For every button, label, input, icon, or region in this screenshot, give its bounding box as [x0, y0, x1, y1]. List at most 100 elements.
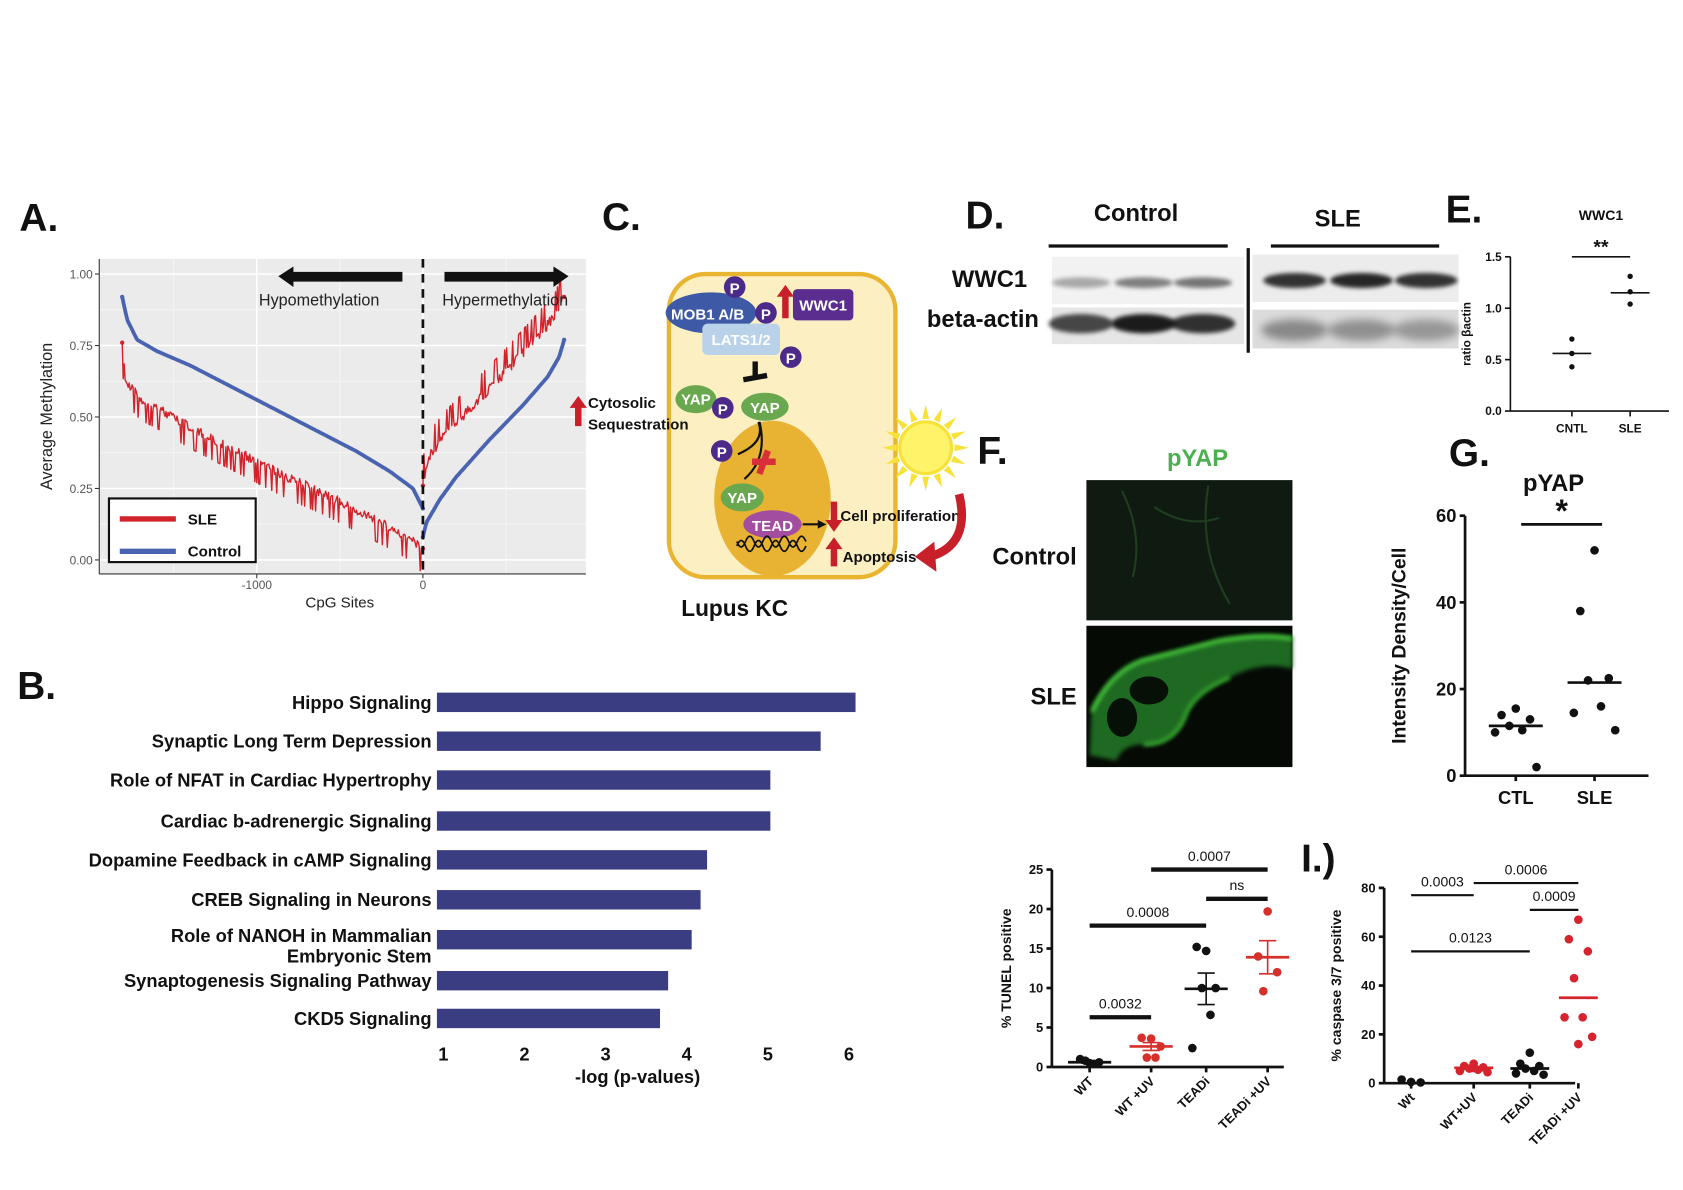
- panel-d-western-blot: Control SLE WWC1 beta-actin: [927, 201, 1460, 353]
- y-tick-label: 10: [1029, 981, 1043, 996]
- band-beta-actin: [1328, 319, 1395, 341]
- significance-label: 0.0003: [1421, 874, 1464, 890]
- band-beta-actin: [1170, 313, 1236, 334]
- up-arrow-icon: [825, 537, 843, 567]
- y-axis-label: ratio βactin: [1459, 302, 1473, 366]
- cytosolic-label: Cytosolic: [588, 395, 656, 412]
- phospho-mob1-right: P: [755, 302, 777, 324]
- data-point: [1146, 1034, 1156, 1043]
- band-wwc1: [1173, 277, 1233, 289]
- sun-ray: [909, 473, 918, 488]
- wwc1-label: WWC1: [799, 298, 847, 315]
- arrowhead: [817, 520, 827, 529]
- data-point: [1578, 1012, 1587, 1022]
- x-tick-label: 0: [420, 578, 427, 592]
- series-line-control: [120, 296, 425, 509]
- data-point: [1272, 967, 1282, 977]
- category-label: Synaptogenesis Signaling Pathway: [124, 970, 432, 991]
- lats-box: [702, 323, 781, 355]
- data-point: [1263, 907, 1272, 916]
- data-point: [1627, 301, 1633, 307]
- annotation-hypermethylation: Hypermethylation: [442, 291, 568, 309]
- group-label-sle: SLE: [1315, 207, 1361, 233]
- x-tick-label: WT +UV: [1112, 1073, 1158, 1119]
- bar: [436, 731, 821, 751]
- y-tick-label: 20: [1436, 678, 1456, 699]
- data-point: [1483, 1067, 1492, 1077]
- sun-ray: [943, 465, 957, 479]
- panel-h-tunel-chart: 0 5 10 15 20 25 % TUNEL positive WT WT +UV TEADi T…: [998, 848, 1290, 1132]
- series-line-control: [421, 340, 566, 538]
- data-point: [1569, 336, 1575, 342]
- data-point: [1511, 1069, 1521, 1078]
- y-tick-label: 25: [1029, 862, 1043, 877]
- y-axis-label: % TUNEL positive: [998, 908, 1014, 1028]
- data-point: [1188, 1043, 1197, 1053]
- y-tick-label: 40: [1361, 978, 1375, 993]
- panel-label-e: E.: [1446, 188, 1483, 231]
- data-point: [1583, 947, 1593, 956]
- legend-label-sle: SLE: [188, 511, 217, 528]
- control-fluorescence-image: [1086, 480, 1293, 621]
- x-axis-label: -log (p-values): [575, 1066, 700, 1087]
- y-tick-label: 0.50: [70, 410, 93, 424]
- sun-ray: [895, 465, 908, 479]
- x-tick-label: SLE: [1577, 787, 1613, 808]
- x-tick-label: CTL: [1498, 787, 1534, 808]
- sun-ray: [951, 455, 966, 465]
- significance-label: 0.0008: [1126, 904, 1169, 920]
- data-point: [1406, 1077, 1416, 1087]
- stain-title: pYAP: [1167, 446, 1228, 472]
- chart-title: pYAP: [1523, 471, 1584, 497]
- wwc1-box: [792, 289, 854, 321]
- sun-ray: [951, 431, 966, 440]
- bar: [436, 970, 669, 991]
- yap-cytosolic: [675, 385, 717, 414]
- bar: [436, 1008, 661, 1029]
- y-tick-label: 0.0: [1485, 404, 1502, 418]
- sun-ray: [954, 444, 969, 452]
- translocation-arrow: [743, 421, 763, 480]
- x-tick-label: TEADi: [1498, 1090, 1536, 1128]
- panel-label-d: D.: [966, 195, 1005, 238]
- data-point: [1539, 1070, 1548, 1079]
- control-tissue-texture: [1121, 485, 1231, 605]
- x-tick-label: 4: [682, 1044, 693, 1065]
- dna-icon: [736, 535, 807, 553]
- panel-label-i: I.): [1301, 838, 1336, 881]
- data-point: [1596, 702, 1606, 711]
- y-tick-label: 0: [1368, 1076, 1375, 1091]
- significance-label: 0.0032: [1099, 996, 1142, 1012]
- sun-disc: [898, 420, 954, 476]
- down-arrow-icon: [825, 501, 843, 532]
- curved-arrow-icon: [928, 493, 967, 561]
- data-point: [1569, 708, 1579, 718]
- series-group: [120, 277, 567, 572]
- row-label-control: Control: [992, 544, 1076, 570]
- series-end-point: [561, 294, 567, 300]
- sun-ray: [885, 431, 901, 440]
- y-tick-label: 15: [1029, 941, 1043, 956]
- phospho-mob1-top: P: [723, 276, 746, 298]
- y-tick-label: 0.5: [1485, 353, 1502, 367]
- category-label: CKD5 Signaling: [294, 1008, 431, 1029]
- data-point: [1574, 1039, 1583, 1049]
- data-point: [1192, 942, 1201, 952]
- y-axis-label: % caspase 3/7 positive: [1328, 909, 1344, 1061]
- x-tick-label: TEADi: [1175, 1074, 1213, 1112]
- data-point: [1525, 1048, 1535, 1057]
- y-tick-label: 40: [1436, 592, 1456, 613]
- series-line-sle: [422, 277, 564, 486]
- band-beta-actin: [1392, 319, 1460, 341]
- mob1-label: MOB1 A/B: [671, 306, 744, 323]
- row-label-sle: SLE: [1031, 685, 1077, 711]
- lats-label: LATS1/2: [712, 332, 771, 349]
- group-label-control: Control: [1094, 201, 1178, 227]
- sun-ray: [922, 404, 930, 419]
- diagram-caption: Lupus KC: [681, 595, 788, 621]
- row-label-wwc1: WWC1: [952, 267, 1027, 293]
- category-label: Embryonic Stem: [287, 945, 432, 966]
- panel-e-wwc1-quantification: 0.0 0.5 1.0 1.5 WWC1 ratio βactin CNTL SLE **: [1459, 207, 1669, 436]
- phospho-lats: P: [780, 346, 802, 368]
- x-tick-label: CNTL: [1556, 422, 1588, 436]
